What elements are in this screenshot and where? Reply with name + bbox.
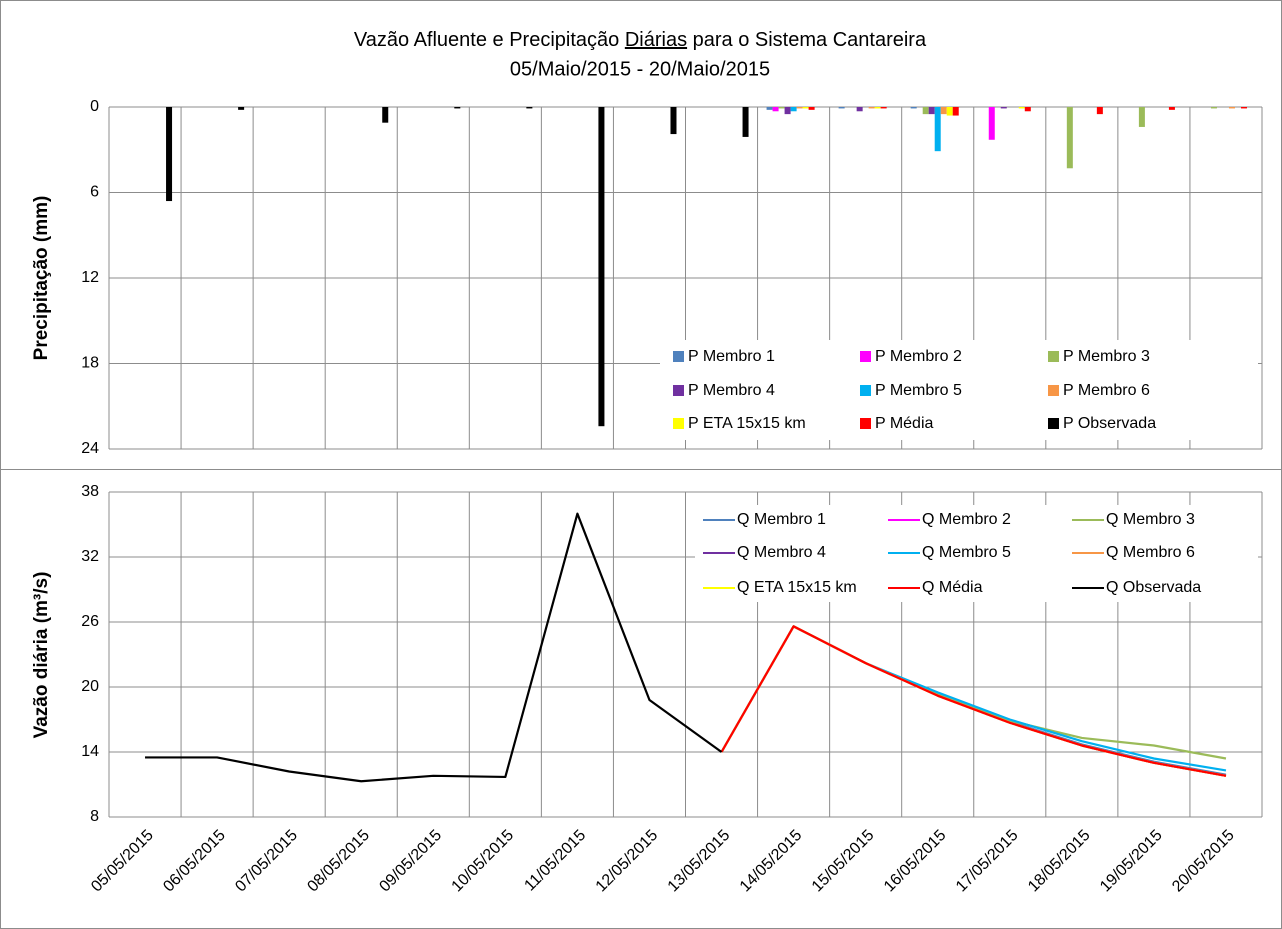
y-tick-label: 18	[81, 355, 99, 372]
bar	[952, 107, 959, 116]
y-tick-label: 32	[81, 548, 99, 565]
bar	[1228, 107, 1235, 109]
bar	[1168, 107, 1175, 110]
bar	[910, 107, 917, 109]
bar	[1210, 107, 1217, 109]
y-tick-label: 26	[81, 613, 99, 630]
bar	[1096, 107, 1103, 115]
legend-box	[660, 340, 1258, 440]
legend-label: P Membro 5	[875, 382, 962, 399]
y-axis-label: Precipitação (mm)	[31, 196, 52, 361]
legend-swatch	[673, 418, 684, 429]
legend-label: Q ETA 15x15 km	[737, 579, 857, 596]
bar	[934, 107, 941, 152]
legend-label: Q Membro 2	[922, 511, 1011, 528]
bar	[166, 107, 173, 202]
legend-label: Q Membro 3	[1106, 511, 1195, 528]
bar	[778, 107, 785, 109]
bar	[940, 107, 947, 115]
y-tick-label: 20	[81, 678, 99, 695]
y-tick-label: 38	[81, 483, 99, 500]
bar	[868, 107, 875, 109]
bar	[766, 107, 773, 110]
bar	[856, 107, 863, 112]
bar	[1000, 107, 1007, 109]
legend-label: P Membro 6	[1063, 382, 1150, 399]
bar	[808, 107, 815, 110]
legend-box	[695, 505, 1258, 602]
legend-label: Q Membro 6	[1106, 544, 1195, 561]
legend-swatch	[860, 418, 871, 429]
line	[720, 625, 1227, 777]
legend-label: Q Membro 4	[737, 544, 826, 561]
title-part: para o Sistema Cantareira	[687, 29, 927, 51]
title-part: Vazão Afluente e Precipitação	[354, 29, 625, 51]
legend-label: P Membro 1	[688, 348, 775, 365]
legend-swatch	[1048, 351, 1059, 362]
bar	[1138, 107, 1145, 127]
legend-label: P Membro 2	[875, 348, 962, 365]
legend-swatch	[860, 385, 871, 396]
y-axis-label: Vazão diária (m³/s)	[31, 572, 52, 739]
bar	[742, 107, 749, 137]
chart-subtitle: 05/Maio/2015 - 20/Maio/2015	[510, 58, 770, 80]
bar	[802, 107, 809, 109]
bar	[928, 107, 935, 115]
legend-swatch	[1048, 418, 1059, 429]
bar	[238, 107, 245, 110]
bar	[1240, 107, 1247, 109]
bar	[880, 107, 887, 109]
line	[145, 512, 723, 783]
bar	[1024, 107, 1031, 112]
bar	[784, 107, 791, 115]
legend-swatch	[860, 351, 871, 362]
bar	[772, 107, 779, 112]
bar	[874, 107, 881, 109]
y-tick-label: 12	[81, 269, 99, 286]
bar	[1018, 107, 1025, 109]
y-tick-label: 8	[90, 808, 99, 825]
bar	[526, 107, 533, 109]
bar	[1066, 107, 1073, 169]
legend-swatch	[1048, 385, 1059, 396]
legend-label: Q Membro 5	[922, 544, 1011, 561]
legend-swatch	[673, 351, 684, 362]
y-tick-label: 6	[90, 184, 99, 201]
legend-label: P Observada	[1063, 415, 1156, 432]
chart-title: Vazão Afluente e Precipitação Diárias pa…	[354, 29, 927, 51]
y-tick-label: 14	[81, 743, 99, 760]
legend-label: Q Média	[922, 579, 983, 596]
legend-label: Q Membro 1	[737, 511, 826, 528]
bar	[670, 107, 677, 135]
bar	[946, 107, 953, 116]
bar	[790, 107, 797, 112]
bar	[382, 107, 389, 123]
bar	[988, 107, 995, 140]
bar	[598, 107, 605, 427]
y-tick-label: 24	[81, 440, 99, 457]
legend-label: P Membro 3	[1063, 348, 1150, 365]
legend-label: Q Observada	[1106, 579, 1201, 596]
bar	[796, 107, 803, 109]
legend-label: P Membro 4	[688, 382, 775, 399]
title-part: Diárias	[625, 29, 687, 51]
bar	[838, 107, 845, 109]
y-tick-label: 0	[90, 98, 99, 115]
bar	[922, 107, 929, 115]
bar	[454, 107, 461, 109]
legend-label: P ETA 15x15 km	[688, 415, 806, 432]
legend-label: P Média	[875, 415, 934, 432]
legend-swatch	[673, 385, 684, 396]
